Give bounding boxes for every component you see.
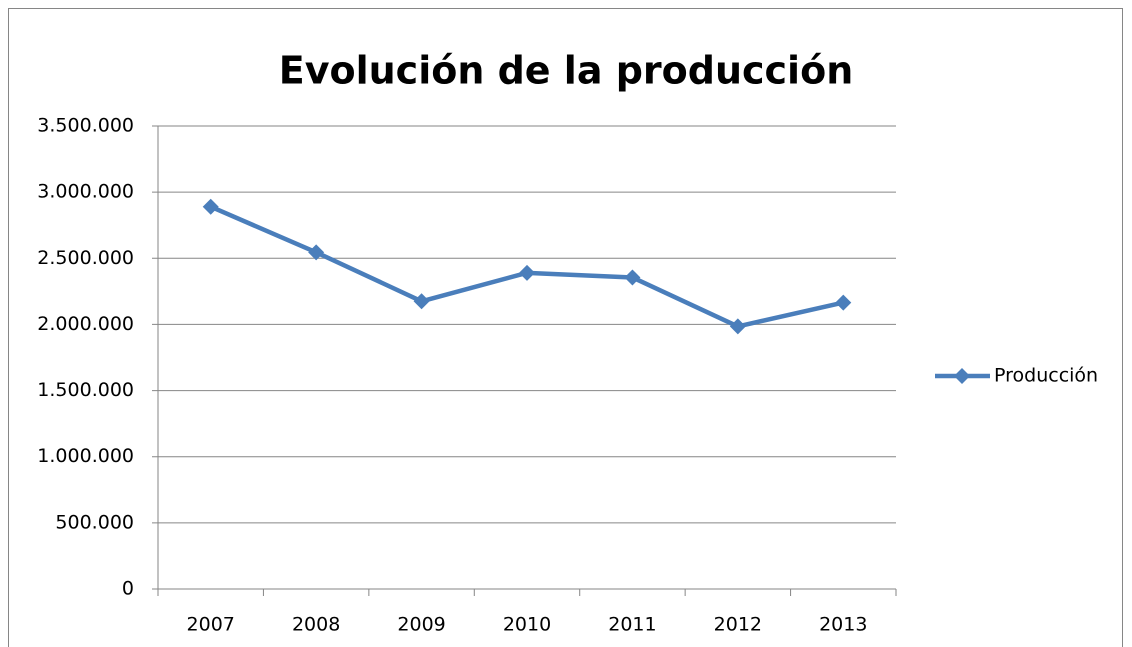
legend-marker [954, 368, 970, 384]
data-marker [624, 269, 641, 286]
x-tick-label: 2012 [714, 614, 762, 636]
x-tick-label: 2008 [292, 614, 340, 636]
chart-frame [8, 8, 1123, 647]
y-tick-label: 2.500.000 [37, 247, 134, 269]
x-tick-label: 2011 [608, 614, 656, 636]
y-tick-label: 0 [122, 578, 134, 600]
x-tick-label: 2013 [819, 614, 867, 636]
y-tick-label: 2.000.000 [37, 313, 134, 335]
y-tick-label: 1.500.000 [37, 379, 134, 401]
data-marker [835, 294, 852, 311]
data-marker [729, 318, 746, 335]
y-tick-label: 1.000.000 [37, 445, 134, 467]
y-tick-label: 3.000.000 [37, 181, 134, 203]
chart-title: Evolución de la producción [279, 49, 854, 93]
data-marker [202, 198, 219, 215]
x-tick-label: 2007 [187, 614, 235, 636]
y-tick-label: 500.000 [55, 511, 134, 533]
data-marker [308, 244, 325, 261]
x-tick-label: 2009 [397, 614, 445, 636]
x-tick-label: 2010 [503, 614, 551, 636]
y-tick-label: 3.500.000 [37, 115, 134, 137]
data-marker [413, 293, 430, 310]
data-marker [519, 264, 535, 281]
legend-label: Producción [994, 365, 1098, 387]
